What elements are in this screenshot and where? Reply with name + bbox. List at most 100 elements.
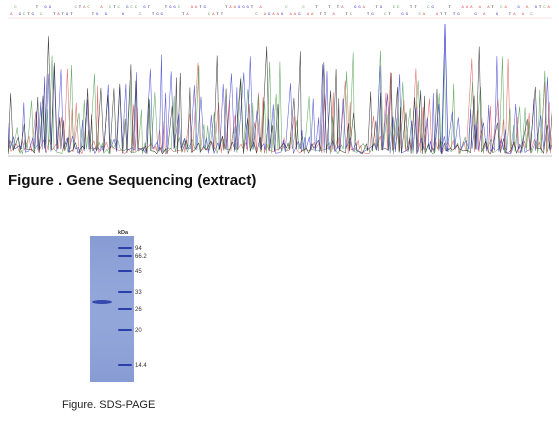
- base-call-letter: A: [259, 6, 262, 10]
- base-call-letter: A: [277, 13, 280, 17]
- base-call-letter: T: [251, 6, 254, 10]
- base-call-letter: T: [315, 6, 318, 10]
- ladder-band: [118, 364, 132, 366]
- ladder-band: [118, 291, 132, 293]
- base-call-letter: T: [376, 6, 379, 10]
- sds-page-gel: kDa 94 66.2 45 33 26 20 14.4: [90, 230, 147, 382]
- base-call-letter: G: [204, 6, 207, 10]
- base-call-letter: T: [221, 13, 224, 17]
- base-call-letter: G: [474, 13, 477, 17]
- base-call-letter: T: [182, 13, 185, 17]
- base-call-letter: C: [23, 13, 26, 17]
- base-call-letter: G: [298, 13, 301, 17]
- ladder-marker-label: 14.4: [135, 363, 147, 369]
- base-call-letter: T: [320, 13, 323, 17]
- base-call-letter: A: [470, 6, 473, 10]
- base-call-letter: A: [462, 6, 465, 10]
- kda-unit-label: kDa: [118, 230, 129, 236]
- base-call-letter: C: [393, 6, 396, 10]
- ladder-band: [118, 255, 132, 257]
- base-call-letter: T: [414, 6, 417, 10]
- base-call-letter: A: [522, 13, 525, 17]
- base-call-letter: A: [272, 13, 275, 17]
- ladder-marker-label: 33: [135, 290, 142, 296]
- base-call-letter: C: [75, 6, 78, 10]
- trace-line: [8, 50, 552, 155]
- gene-sequencing-caption: Figure . Gene Sequencing (extract): [8, 172, 257, 189]
- base-call-letter: A: [487, 6, 490, 10]
- base-call-letter: G: [122, 13, 125, 17]
- base-call-letter: T: [225, 6, 228, 10]
- base-call-letter: G: [431, 6, 434, 10]
- base-call-letter: C: [255, 13, 258, 17]
- base-call-letter: C: [543, 6, 546, 10]
- base-call-letter: G: [281, 13, 284, 17]
- base-call-letter: T: [148, 6, 151, 10]
- base-call-letter: T: [70, 13, 73, 17]
- base-call-letter: T: [199, 6, 202, 10]
- base-call-letter: C: [118, 6, 121, 10]
- ladder-marker-label: 94: [135, 246, 142, 252]
- base-call-letter: A: [436, 13, 439, 17]
- ladder-band: [118, 247, 132, 249]
- base-call-letter: G: [457, 13, 460, 17]
- base-call-letter: A: [294, 13, 297, 17]
- base-call-letter: T: [337, 6, 340, 10]
- base-call-letter: C: [109, 6, 112, 10]
- base-call-letter: C: [40, 13, 43, 17]
- base-call-letter: T: [367, 13, 370, 17]
- base-call-letter: C: [130, 6, 133, 10]
- base-call-letter: A: [311, 13, 314, 17]
- base-call-letter: T: [449, 6, 452, 10]
- base-call-letter: T: [216, 13, 219, 17]
- base-call-letter: A: [264, 13, 267, 17]
- ladder-marker-label: 26: [135, 307, 142, 313]
- base-call-letter: C: [384, 13, 387, 17]
- base-call-letter: G: [247, 6, 250, 10]
- base-call-letter: T: [36, 6, 39, 10]
- base-call-letter: C: [135, 6, 138, 10]
- base-call-letter: G: [105, 13, 108, 17]
- base-call-letter: A: [83, 6, 86, 10]
- base-call-letter: G: [143, 6, 146, 10]
- base-call-letter: G: [44, 6, 47, 10]
- base-call-letter: G: [66, 13, 69, 17]
- base-call-letter: A: [191, 6, 194, 10]
- base-call-letter: G: [169, 6, 172, 10]
- base-call-letter: A: [363, 6, 366, 10]
- base-call-letter: C: [350, 13, 353, 17]
- base-call-letter: T: [444, 13, 447, 17]
- sample-protein-band: [92, 300, 112, 304]
- base-call-letter: C: [14, 6, 17, 10]
- base-call-letter: A: [229, 6, 232, 10]
- base-call-letter: G: [496, 13, 499, 17]
- base-call-letter: T: [113, 6, 116, 10]
- base-call-letter: T: [410, 6, 413, 10]
- base-call-letter: G: [161, 13, 164, 17]
- base-call-letter: G: [354, 6, 357, 10]
- base-call-letter: C: [530, 13, 533, 17]
- base-call-letter: G: [49, 6, 52, 10]
- base-call-letter: A: [479, 6, 482, 10]
- base-call-letter: G: [535, 6, 538, 10]
- base-call-letter: G: [19, 13, 22, 17]
- base-call-letter: A: [10, 13, 13, 17]
- base-call-letter: T: [79, 6, 82, 10]
- base-call-letter: C: [419, 13, 422, 17]
- ladder-band: [118, 270, 132, 272]
- base-call-letter: T: [62, 13, 65, 17]
- base-call-letter: A: [423, 13, 426, 17]
- base-call-letter: A: [505, 6, 508, 10]
- base-call-letter: G: [173, 6, 176, 10]
- ladder-marker-label: 66.2: [135, 254, 147, 260]
- ladder-marker-label: 45: [135, 269, 142, 275]
- base-call-letter: T: [492, 6, 495, 10]
- base-call-letter: C: [397, 6, 400, 10]
- base-call-letter: A: [483, 13, 486, 17]
- base-call-letter: C: [178, 6, 181, 10]
- ladder-lane: 94 66.2 45 33 26 20 14.4: [118, 246, 147, 369]
- base-call-letter: T: [328, 6, 331, 10]
- base-call-letter: T: [53, 13, 56, 17]
- base-call-letter: G: [238, 6, 241, 10]
